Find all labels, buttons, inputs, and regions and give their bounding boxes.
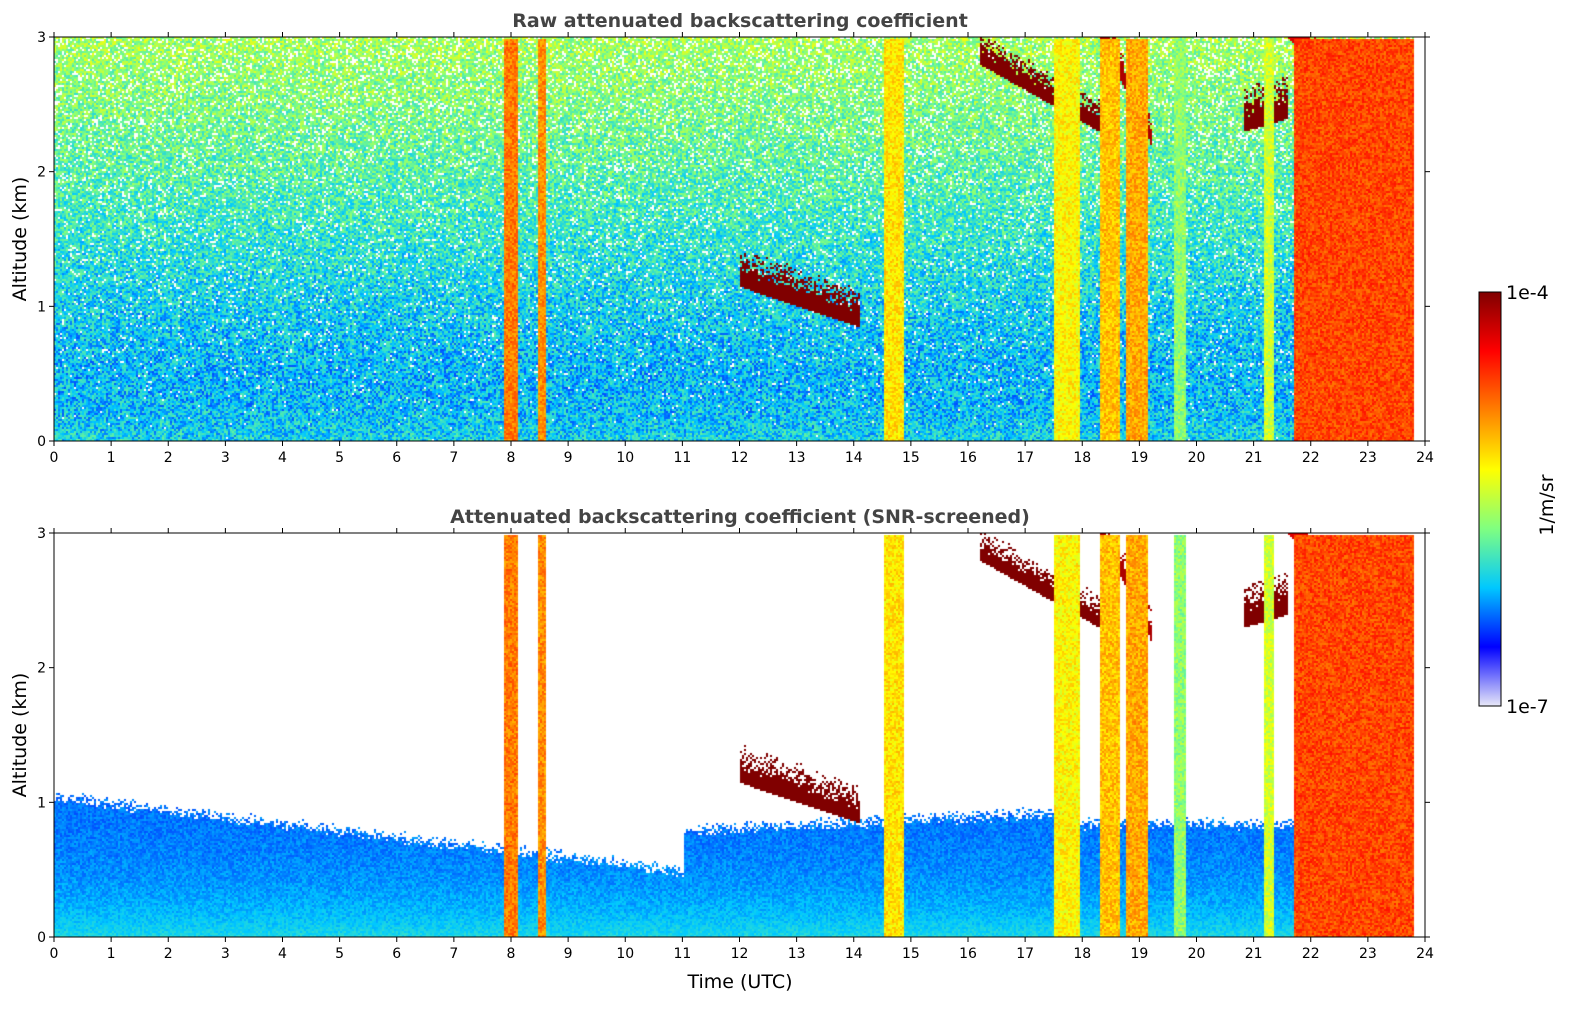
x-tick-label: 10 bbox=[616, 946, 634, 962]
panel-raw-axes: 0 1 2 3 4 5 6 7 8 9 10 11 12 13 14 15 16 17 18 19 20 21 22 23 24… bbox=[37, 30, 1434, 466]
x-tick-label: 9 bbox=[564, 946, 573, 962]
colorbar-min-label: 1e-7 bbox=[1506, 696, 1549, 718]
x-tick-label: 2 bbox=[164, 450, 173, 466]
y-tick-label: 3 bbox=[37, 30, 46, 46]
x-tick-label: 2 bbox=[164, 946, 173, 962]
x-tick-label: 22 bbox=[1302, 450, 1320, 466]
x-tick-label: 6 bbox=[392, 946, 401, 962]
panel-screened-title: Attenuated backscattering coefficient (S… bbox=[450, 506, 1030, 528]
x-tick-label: 19 bbox=[1130, 946, 1148, 962]
x-tick-label: 9 bbox=[564, 450, 573, 466]
x-tick-label: 6 bbox=[392, 450, 401, 466]
x-tick-label: 16 bbox=[959, 946, 977, 962]
panel-screened-ylabel: Altitude (km) bbox=[9, 673, 31, 798]
y-tick-label: 2 bbox=[37, 165, 46, 181]
y-tick-label: 1 bbox=[37, 795, 46, 811]
x-tick-label: 13 bbox=[788, 946, 806, 962]
colorbar-label: 1/m/sr bbox=[1536, 474, 1558, 535]
colorbar-bar bbox=[1478, 291, 1502, 707]
x-tick-label: 0 bbox=[50, 946, 59, 962]
panel-raw-heatmap bbox=[54, 37, 1425, 441]
panel-screened: Attenuated backscattering coefficient (S… bbox=[9, 506, 1434, 993]
x-tick-label: 4 bbox=[278, 946, 287, 962]
x-tick-label: 16 bbox=[959, 450, 977, 466]
x-tick-label: 7 bbox=[449, 450, 458, 466]
x-tick-label: 21 bbox=[1245, 450, 1263, 466]
x-tick-label: 20 bbox=[1188, 450, 1206, 466]
y-tick-label: 2 bbox=[37, 661, 46, 677]
x-tick-label: 17 bbox=[1016, 946, 1034, 962]
x-tick-label: 13 bbox=[788, 450, 806, 466]
x-tick-label: 1 bbox=[107, 946, 116, 962]
x-tick-label: 14 bbox=[845, 946, 863, 962]
x-tick-label: 19 bbox=[1130, 450, 1148, 466]
x-tick-label: 22 bbox=[1302, 946, 1320, 962]
x-tick-label: 21 bbox=[1245, 946, 1263, 962]
colorbar: 1e-4 1e-7 1/m/sr bbox=[1478, 282, 1558, 718]
y-tick-label: 0 bbox=[37, 434, 46, 450]
panel-screened-heatmap bbox=[54, 533, 1425, 937]
x-tick-label: 10 bbox=[616, 450, 634, 466]
x-tick-label: 1 bbox=[107, 450, 116, 466]
x-tick-label: 23 bbox=[1359, 946, 1377, 962]
colorbar-max-label: 1e-4 bbox=[1506, 282, 1549, 304]
x-tick-label: 8 bbox=[507, 946, 516, 962]
x-tick-label: 11 bbox=[673, 450, 691, 466]
x-tick-label: 3 bbox=[221, 946, 230, 962]
x-tick-label: 7 bbox=[449, 946, 458, 962]
x-tick-label: 20 bbox=[1188, 946, 1206, 962]
x-tick-label: 18 bbox=[1073, 450, 1091, 466]
y-tick-label: 1 bbox=[37, 299, 46, 315]
y-tick-label: 0 bbox=[37, 930, 46, 946]
x-tick-label: 18 bbox=[1073, 946, 1091, 962]
y-tick-label: 3 bbox=[37, 526, 46, 542]
x-tick-label: 24 bbox=[1416, 450, 1434, 466]
panel-raw: Raw attenuated backscattering coefficien… bbox=[9, 10, 1434, 466]
x-tick-label: 12 bbox=[731, 450, 749, 466]
x-tick-label: 0 bbox=[50, 450, 59, 466]
panel-screened-axes: 0 1 2 3 4 5 6 7 8 9 10 11 12 13 14 15 16 17 18 19 20 21 22 23 24… bbox=[37, 526, 1434, 962]
panel-raw-ylabel: Altitude (km) bbox=[9, 177, 31, 302]
x-tick-label: 5 bbox=[335, 450, 344, 466]
x-tick-label: 8 bbox=[507, 450, 516, 466]
x-tick-label: 15 bbox=[902, 450, 920, 466]
x-tick-label: 12 bbox=[731, 946, 749, 962]
panel-raw-title: Raw attenuated backscattering coefficien… bbox=[512, 10, 968, 32]
x-tick-label: 5 bbox=[335, 946, 344, 962]
x-tick-label: 15 bbox=[902, 946, 920, 962]
x-tick-label: 24 bbox=[1416, 946, 1434, 962]
x-tick-label: 17 bbox=[1016, 450, 1034, 466]
panel-screened-xlabel: Time (UTC) bbox=[686, 971, 792, 993]
x-tick-label: 23 bbox=[1359, 450, 1377, 466]
x-tick-label: 11 bbox=[673, 946, 691, 962]
x-tick-label: 3 bbox=[221, 450, 230, 466]
x-tick-label: 14 bbox=[845, 450, 863, 466]
x-tick-label: 4 bbox=[278, 450, 287, 466]
